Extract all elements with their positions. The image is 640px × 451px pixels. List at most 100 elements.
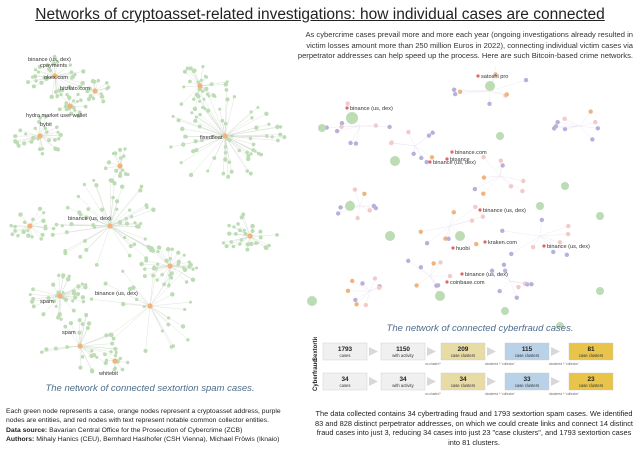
case-node — [71, 299, 75, 303]
case-node — [21, 229, 26, 235]
case-node — [561, 182, 569, 190]
case-node — [345, 201, 355, 211]
collector-label: spam — [62, 330, 76, 336]
network-edge — [187, 68, 201, 87]
network-edge — [149, 264, 158, 307]
network-edge — [59, 295, 74, 311]
case-node — [124, 221, 130, 226]
case-node — [275, 124, 280, 130]
network-edge — [223, 135, 226, 174]
address-node — [373, 123, 379, 128]
case-node — [64, 101, 69, 105]
entity-node — [424, 240, 430, 246]
case-node — [76, 113, 81, 119]
network-edge — [54, 75, 58, 97]
case-node — [256, 105, 260, 109]
network-edge — [449, 206, 476, 227]
address-node — [481, 154, 486, 160]
case-node — [41, 147, 45, 151]
case-node — [63, 297, 69, 302]
network-edge — [69, 105, 86, 107]
case-node — [250, 116, 254, 120]
network-edge — [79, 212, 111, 227]
network-edge — [420, 225, 451, 232]
address-node — [362, 191, 367, 196]
network-edge — [149, 305, 169, 325]
network-edge — [168, 249, 171, 267]
case-node — [192, 97, 196, 101]
step-note: no cluster? — [425, 362, 441, 366]
case-node — [156, 245, 162, 250]
address-node — [77, 343, 83, 349]
entity-node — [371, 203, 377, 209]
entity-node — [489, 268, 495, 273]
case-node — [227, 223, 231, 228]
case-node — [41, 312, 46, 317]
case-node — [225, 80, 229, 84]
case-node — [248, 136, 253, 141]
case-node — [53, 138, 57, 142]
network-edge — [109, 225, 131, 247]
entity-node — [452, 91, 458, 97]
case-node — [118, 171, 123, 175]
case-node — [82, 238, 87, 243]
case-node — [245, 242, 250, 247]
case-node — [80, 355, 85, 359]
case-node — [267, 122, 271, 126]
address-node — [247, 233, 253, 239]
case-node — [33, 68, 38, 72]
network-edge — [369, 278, 376, 292]
case-node — [230, 134, 234, 138]
network-edge — [350, 125, 361, 144]
case-node — [143, 267, 147, 271]
case-node — [267, 243, 271, 248]
network-edge — [78, 196, 111, 227]
network-edge — [564, 125, 581, 130]
case-node — [67, 84, 72, 90]
network-edge — [224, 113, 267, 137]
case-node — [117, 173, 123, 179]
stage-box — [322, 342, 368, 361]
case-node — [346, 112, 358, 124]
collector-label: binance (us, dex) — [465, 272, 508, 278]
network-edge — [499, 160, 501, 177]
collector-label: spam — [40, 299, 54, 305]
case-node — [80, 282, 84, 286]
case-node — [31, 84, 36, 89]
case-node — [276, 138, 280, 143]
entity-node — [551, 249, 556, 255]
network-edge — [460, 90, 491, 92]
case-node — [31, 217, 35, 222]
network-edge — [79, 335, 107, 347]
case-node — [186, 338, 190, 342]
address-node — [447, 273, 453, 279]
network-edge — [157, 251, 171, 267]
case-node — [190, 277, 196, 283]
case-node — [36, 137, 40, 141]
network-edge — [194, 70, 201, 87]
case-node — [245, 156, 251, 162]
stage-value: 209 — [458, 346, 469, 353]
case-node — [55, 60, 60, 64]
case-node — [227, 160, 232, 164]
network-edge — [503, 264, 511, 282]
case-node — [237, 148, 241, 153]
network-edge — [499, 280, 511, 292]
case-node — [318, 124, 326, 132]
case-node — [47, 138, 51, 143]
network-edge — [109, 225, 146, 240]
case-node — [188, 79, 192, 84]
network-edge — [224, 135, 229, 177]
summary-text: The data collected contains 34 cybertrad… — [315, 409, 633, 447]
case-node — [31, 304, 36, 309]
case-node — [99, 207, 105, 212]
row-label: Cyberfraud — [313, 359, 319, 391]
network-edge — [224, 135, 251, 174]
case-node — [69, 221, 74, 227]
case-node — [127, 286, 133, 292]
network-edge — [58, 275, 61, 297]
address-node — [566, 223, 571, 229]
network-edge — [223, 235, 251, 244]
collector-label: okex.com — [44, 75, 68, 81]
